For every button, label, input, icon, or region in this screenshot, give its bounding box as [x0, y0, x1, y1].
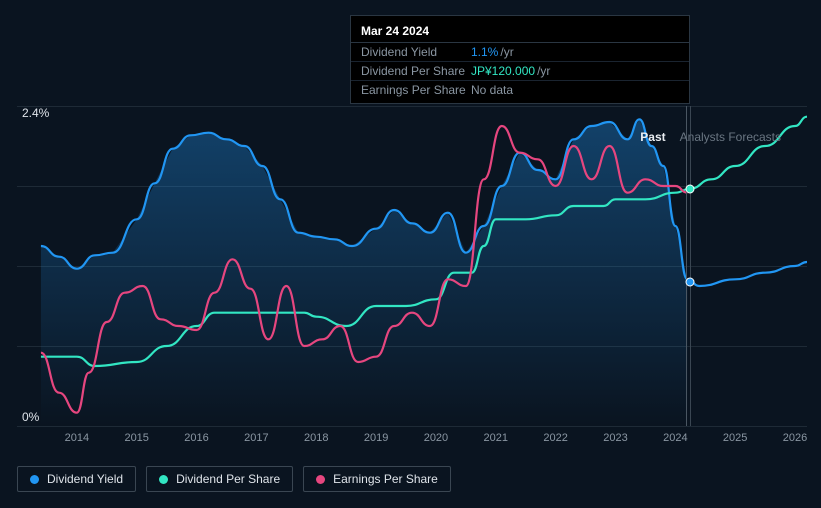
chart-container: Mar 24 2024 Dividend Yield1.1% /yrDivide…	[0, 0, 821, 508]
line-series	[17, 106, 807, 426]
tooltip-row-value: JP¥120.000	[471, 64, 535, 78]
legend-dot-icon	[159, 475, 168, 484]
tooltip-row-unit: /yr	[537, 64, 550, 78]
tooltip-row: Dividend Per ShareJP¥120.000 /yr	[351, 62, 689, 81]
legend-label: Dividend Yield	[47, 472, 123, 486]
series-dot	[686, 278, 695, 287]
grid-line	[17, 426, 807, 427]
legend-label: Earnings Per Share	[333, 472, 438, 486]
hover-line	[686, 106, 687, 426]
legend: Dividend Yield Dividend Per Share Earnings…	[17, 466, 451, 492]
range-toggle: Past Analysts Forecasts	[640, 130, 781, 144]
tooltip-title: Mar 24 2024	[351, 20, 689, 43]
x-tick: 2021	[484, 432, 508, 444]
legend-item[interactable]: Dividend Per Share	[146, 466, 293, 492]
x-tick: 2022	[543, 432, 567, 444]
x-tick: 2014	[65, 432, 89, 444]
series-dividend_per_share	[41, 117, 807, 366]
past-forecast-divider	[690, 106, 691, 426]
tooltip: Mar 24 2024 Dividend Yield1.1% /yrDivide…	[350, 15, 690, 104]
x-tick: 2020	[424, 432, 448, 444]
series-dot	[686, 184, 695, 193]
legend-label: Dividend Per Share	[176, 472, 280, 486]
x-tick: 2017	[244, 432, 268, 444]
x-tick: 2025	[723, 432, 747, 444]
x-tick: 2016	[184, 432, 208, 444]
x-tick: 2026	[783, 432, 807, 444]
tooltip-row-label: Earnings Per Share	[361, 83, 471, 97]
series-dividend_yield	[41, 119, 807, 286]
x-tick: 2024	[663, 432, 687, 444]
x-tick: 2019	[364, 432, 388, 444]
x-tick: 2023	[603, 432, 627, 444]
series-earnings_per_share	[41, 126, 687, 413]
legend-item[interactable]: Earnings Per Share	[303, 466, 451, 492]
x-tick: 2015	[124, 432, 148, 444]
toggle-forecast[interactable]: Analysts Forecasts	[680, 130, 781, 144]
tooltip-row-unit: /yr	[500, 45, 513, 59]
legend-item[interactable]: Dividend Yield	[17, 466, 136, 492]
tooltip-row-value: 1.1%	[471, 45, 498, 59]
tooltip-row: Dividend Yield1.1% /yr	[351, 43, 689, 62]
tooltip-row-label: Dividend Yield	[361, 45, 471, 59]
toggle-past[interactable]: Past	[640, 130, 665, 144]
legend-dot-icon	[316, 475, 325, 484]
tooltip-row-label: Dividend Per Share	[361, 64, 471, 78]
tooltip-row-value: No data	[471, 83, 513, 97]
x-tick: 2018	[304, 432, 328, 444]
tooltip-row: Earnings Per ShareNo data	[351, 81, 689, 99]
legend-dot-icon	[30, 475, 39, 484]
